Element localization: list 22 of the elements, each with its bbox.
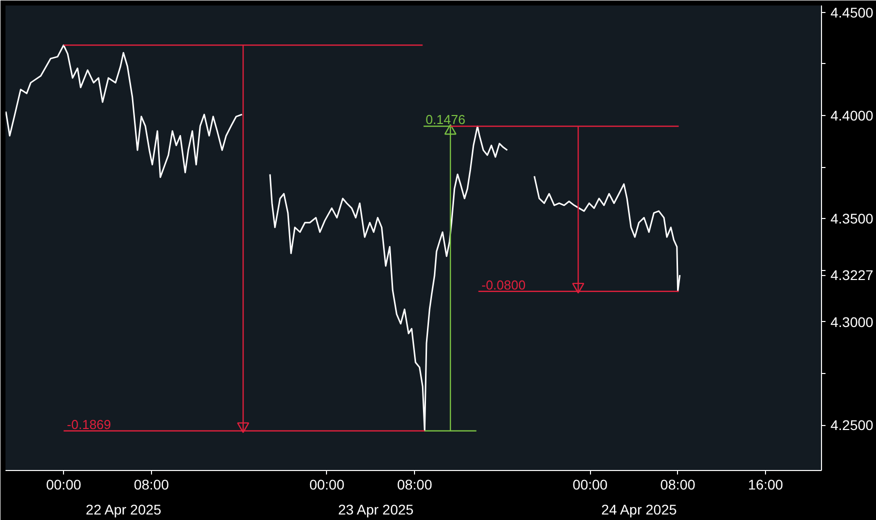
x-tick-label: 00:00 [572, 476, 608, 492]
x-tick-label: 08:00 [397, 476, 432, 492]
x2-tick-label: 23 Apr 2025 [338, 502, 414, 518]
y-tick-label: 4.4500 [830, 4, 874, 20]
y-tick-label: 4.3227 [830, 267, 874, 284]
y-tick-label: 4.3000 [830, 314, 874, 330]
point [237, 422, 250, 434]
y-tick-label: 4.3500 [830, 210, 874, 227]
point [444, 124, 457, 135]
y-tick-label: 4.2500 [830, 417, 874, 434]
x-tick-label: 00:00 [46, 476, 82, 492]
point [572, 282, 584, 294]
x-tick-label: 08:00 [134, 476, 170, 492]
annotation: 0.1476 [426, 112, 466, 128]
x-tick-label: 00:00 [309, 476, 345, 492]
x2-tick-label: 22 Apr 2025 [86, 502, 162, 518]
x-tick-label: 08:00 [660, 476, 696, 492]
x2-tick-label: 24 Apr 2025 [601, 502, 678, 518]
x-tick-label: 16:00 [748, 476, 784, 492]
annotation: -0.0800 [482, 277, 526, 292]
y-tick-label: 4.4000 [830, 108, 874, 124]
annotation: -0.1869 [66, 416, 112, 432]
